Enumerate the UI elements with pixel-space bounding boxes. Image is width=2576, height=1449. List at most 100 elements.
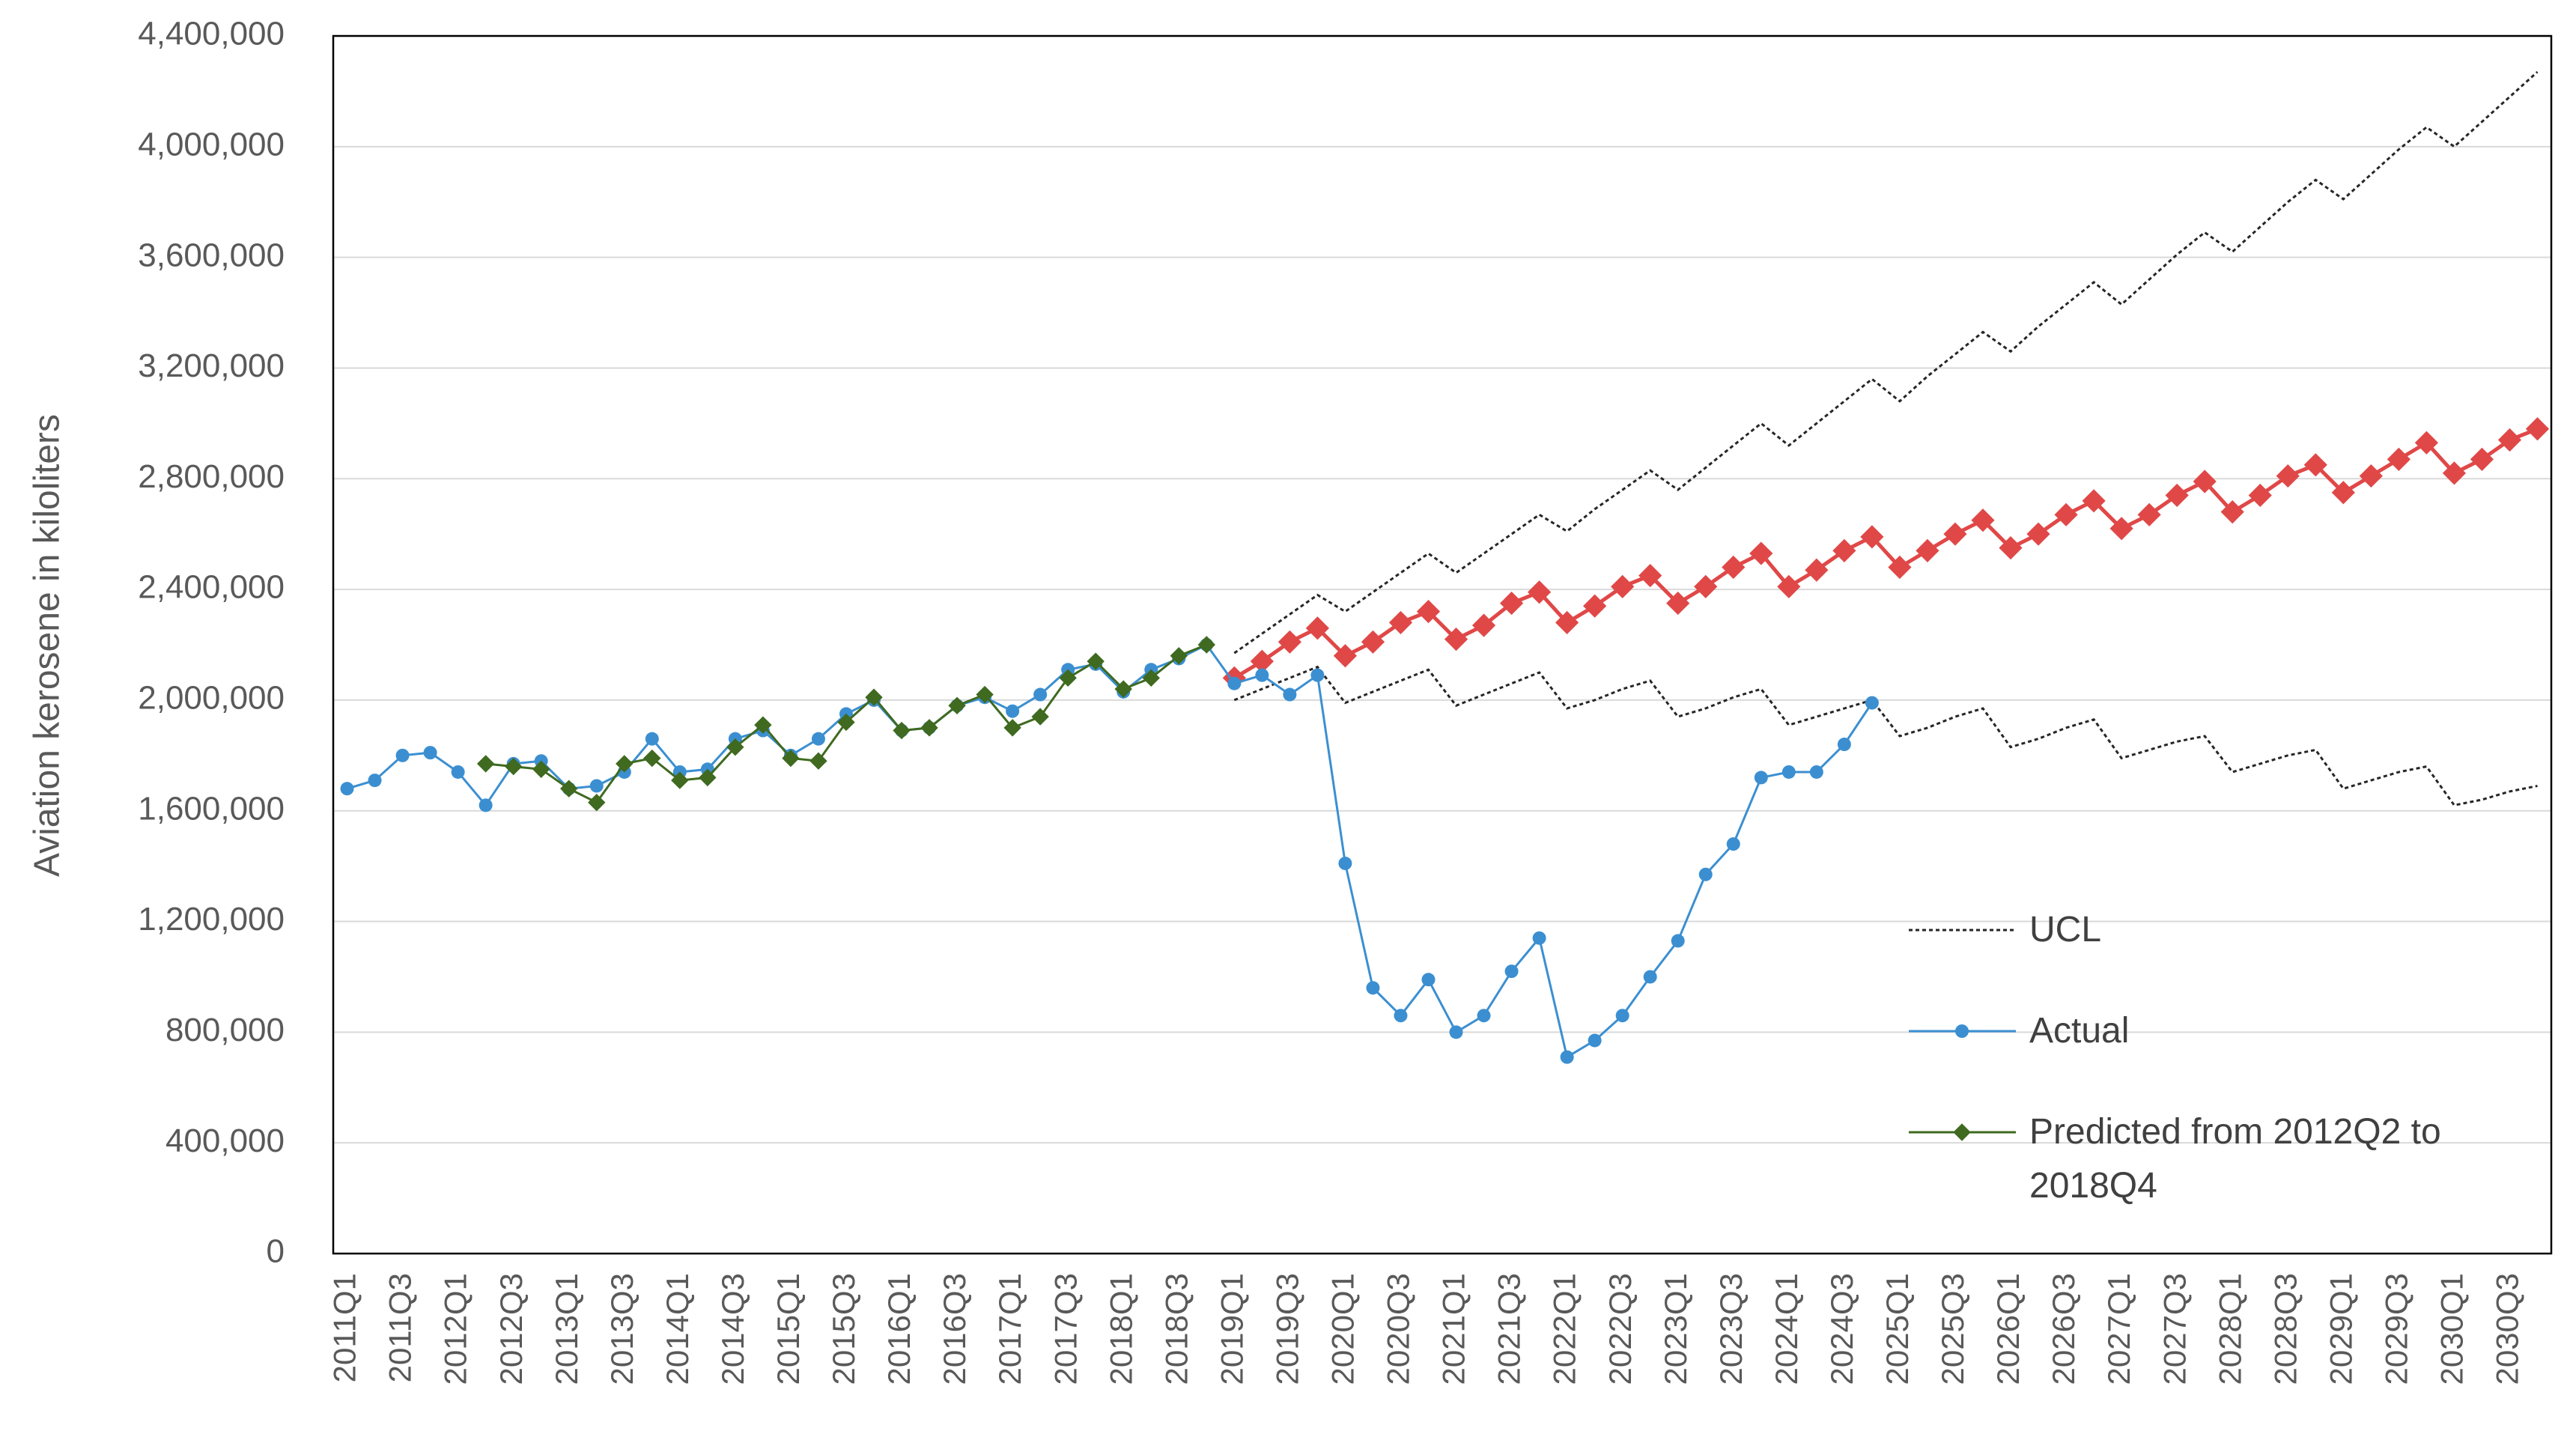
x-tick-label: 2017Q3 (1048, 1273, 1083, 1385)
x-tick-label: 2027Q1 (2101, 1273, 2136, 1385)
data-point (1338, 856, 1352, 870)
x-tick-label: 2011Q1 (327, 1273, 362, 1382)
y-tick-label: 2,000,000 (138, 680, 285, 717)
data-point (1114, 680, 1132, 698)
x-tick-label: 2021Q3 (1492, 1273, 1527, 1385)
data-point (1722, 555, 1746, 580)
data-point (1698, 867, 1713, 881)
data-point (588, 793, 606, 812)
y-tick-label: 3,200,000 (138, 347, 285, 384)
y-tick-label: 3,600,000 (138, 237, 285, 273)
data-point (2165, 483, 2189, 508)
data-point (1588, 1033, 1602, 1048)
x-tick-label: 2016Q3 (937, 1273, 972, 1385)
data-point (1643, 970, 1657, 984)
data-point (1255, 668, 1269, 682)
data-point (1197, 636, 1215, 654)
data-point (1361, 630, 1385, 654)
data-point (2442, 461, 2467, 485)
data-point (671, 771, 689, 789)
x-tick-label: 2013Q3 (604, 1273, 640, 1385)
x-tick-label: 2019Q1 (1214, 1273, 1249, 1385)
x-tick-label: 2011Q3 (383, 1273, 418, 1382)
data-point (2193, 470, 2217, 493)
x-tick-label: 2027Q3 (2157, 1273, 2192, 1385)
data-point (645, 732, 659, 746)
data-point (782, 749, 800, 768)
x-tick-label: 2014Q1 (660, 1273, 695, 1385)
x-tick-label: 2012Q3 (493, 1273, 529, 1385)
data-point (1059, 669, 1077, 687)
data-point (560, 780, 578, 798)
data-point (1003, 719, 1021, 737)
x-tick-label: 2022Q1 (1547, 1273, 1582, 1385)
data-point (1283, 687, 1297, 702)
series-line (347, 643, 1874, 1059)
x-tick-label: 2024Q3 (1824, 1273, 1859, 1385)
data-point (809, 752, 827, 770)
x-tick-label: 2013Q1 (549, 1273, 584, 1385)
data-point (504, 757, 523, 776)
x-tick-label: 2022Q3 (1603, 1273, 1638, 1385)
data-point (1006, 704, 1020, 718)
data-point (1726, 837, 1740, 851)
y-tick-label: 0 (267, 1233, 285, 1270)
data-point (479, 798, 493, 812)
legend-marker (1953, 1123, 1971, 1141)
data-point (1416, 600, 1441, 624)
data-point (1333, 644, 1358, 668)
data-point (2082, 489, 2106, 513)
data-point (2248, 483, 2272, 508)
data-point (726, 738, 744, 756)
x-tick-label: 2021Q1 (1436, 1273, 1471, 1385)
data-point (1754, 771, 1768, 785)
data-point (1142, 669, 1160, 687)
data-point (811, 732, 825, 746)
data-point (1583, 594, 1607, 618)
y-tick-label: 1,200,000 (138, 901, 285, 938)
x-tick-label: 2029Q1 (2323, 1273, 2358, 1385)
x-tick-label: 2015Q1 (771, 1273, 806, 1385)
data-point (1444, 628, 1468, 651)
data-point (2414, 431, 2438, 455)
y-axis-title: Aviation kerosene in kiloliters (28, 414, 67, 877)
x-tick-label: 2025Q1 (1880, 1273, 1915, 1385)
x-tick-label: 2023Q1 (1658, 1273, 1693, 1385)
series-line (1233, 70, 2539, 654)
x-tick-label: 2030Q3 (2490, 1273, 2525, 1385)
x-tick-label: 2019Q3 (1269, 1273, 1304, 1385)
data-point (1615, 1009, 1629, 1023)
y-tick-label: 2,800,000 (138, 458, 285, 495)
data-point (451, 765, 465, 779)
data-point (754, 716, 772, 734)
data-point (340, 782, 354, 796)
data-point (1865, 696, 1879, 710)
data-point (920, 719, 938, 737)
data-point (643, 749, 661, 768)
y-tick-label: 800,000 (165, 1012, 285, 1048)
data-point (1860, 525, 1884, 549)
x-tick-label: 2016Q1 (881, 1273, 917, 1385)
data-point (1832, 538, 1856, 562)
data-point (1499, 591, 1524, 616)
data-point (2359, 464, 2383, 488)
x-tick-label: 2025Q3 (1935, 1273, 1970, 1385)
legend-label: Predicted from 2012Q2 to 2018Q4 (2029, 1112, 2441, 1206)
y-tick-label: 1,600,000 (138, 790, 285, 827)
legend-label: UCL (2029, 910, 2102, 950)
y-tick-label: 2,400,000 (138, 569, 285, 606)
data-point (2026, 522, 2050, 546)
data-point (1638, 564, 1662, 588)
data-point (423, 746, 437, 760)
data-point (1227, 676, 1242, 690)
data-point (1421, 973, 1436, 987)
data-point (1033, 687, 1048, 702)
x-tick-label: 2028Q3 (2267, 1273, 2303, 1385)
x-tick-label: 2017Q1 (992, 1273, 1027, 1385)
data-point (589, 779, 604, 793)
data-point (1087, 652, 1105, 670)
data-point (1611, 574, 1635, 598)
data-point (2109, 517, 2133, 541)
